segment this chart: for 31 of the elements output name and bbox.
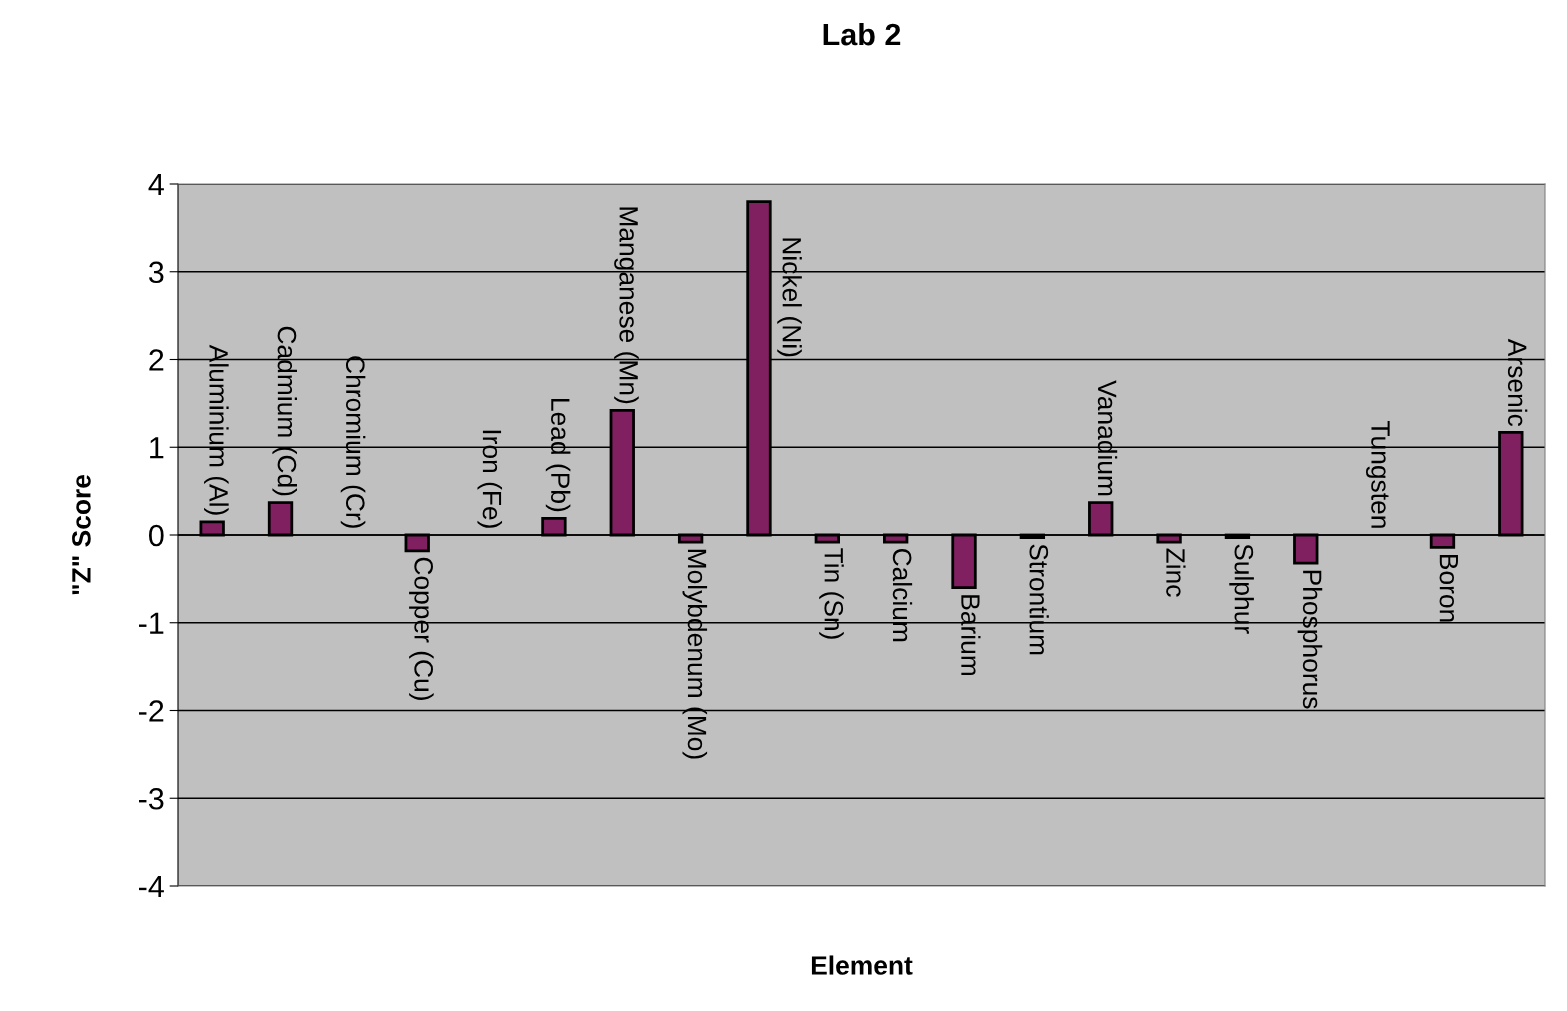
x-tick-label: Copper (Cu) — [409, 557, 434, 700]
x-tick-label: Barium — [961, 595, 981, 676]
y-tick-label: 3 — [148, 261, 164, 284]
x-tick-label: Tin (Sn) — [819, 548, 844, 639]
x-tick-label: Molybdenum (Mo) — [682, 549, 708, 759]
y-tick-label: 1 — [150, 437, 164, 459]
x-tick-label: Lead (Pb) — [545, 399, 571, 512]
x-tick-label: Sulphur — [1229, 544, 1254, 634]
x-tick-label: Tungsten — [1365, 421, 1390, 528]
x-tick-label: Strontium — [1029, 544, 1049, 655]
x-tick-label: Phosphorus — [1297, 570, 1323, 709]
x-tick-label: Zinc — [1166, 548, 1186, 597]
chart-title: Lab 2 — [823, 22, 901, 46]
x-tick-label: Aluminium (Al) — [204, 344, 229, 515]
x-tick-label: Chromium (Cr) — [340, 356, 366, 528]
x-tick-label: Boron — [1439, 555, 1458, 622]
x-tick-label: Calcium — [892, 548, 913, 642]
y-tick-label: 4 — [148, 174, 164, 196]
y-tick-label: 2 — [149, 349, 164, 371]
y-axis-title: "Z" Score — [72, 474, 91, 595]
y-tick-label: -2 — [139, 700, 164, 722]
y-tick-label: -4 — [139, 876, 164, 898]
x-tick-label: Manganese (Mn) — [614, 207, 639, 404]
x-tick-label: Arsenic — [1507, 338, 1528, 427]
y-tick-label: -3 — [139, 787, 164, 810]
y-tick-label: -1 — [139, 612, 164, 634]
x-tick-label: Vanadium — [1097, 380, 1118, 496]
x-tick-label: Nickel (Ni) — [777, 238, 802, 357]
x-tick-label: Cadmium (Cd) — [272, 326, 297, 496]
x-axis-title: Element — [811, 955, 913, 975]
y-tick-label: 0 — [149, 524, 164, 547]
